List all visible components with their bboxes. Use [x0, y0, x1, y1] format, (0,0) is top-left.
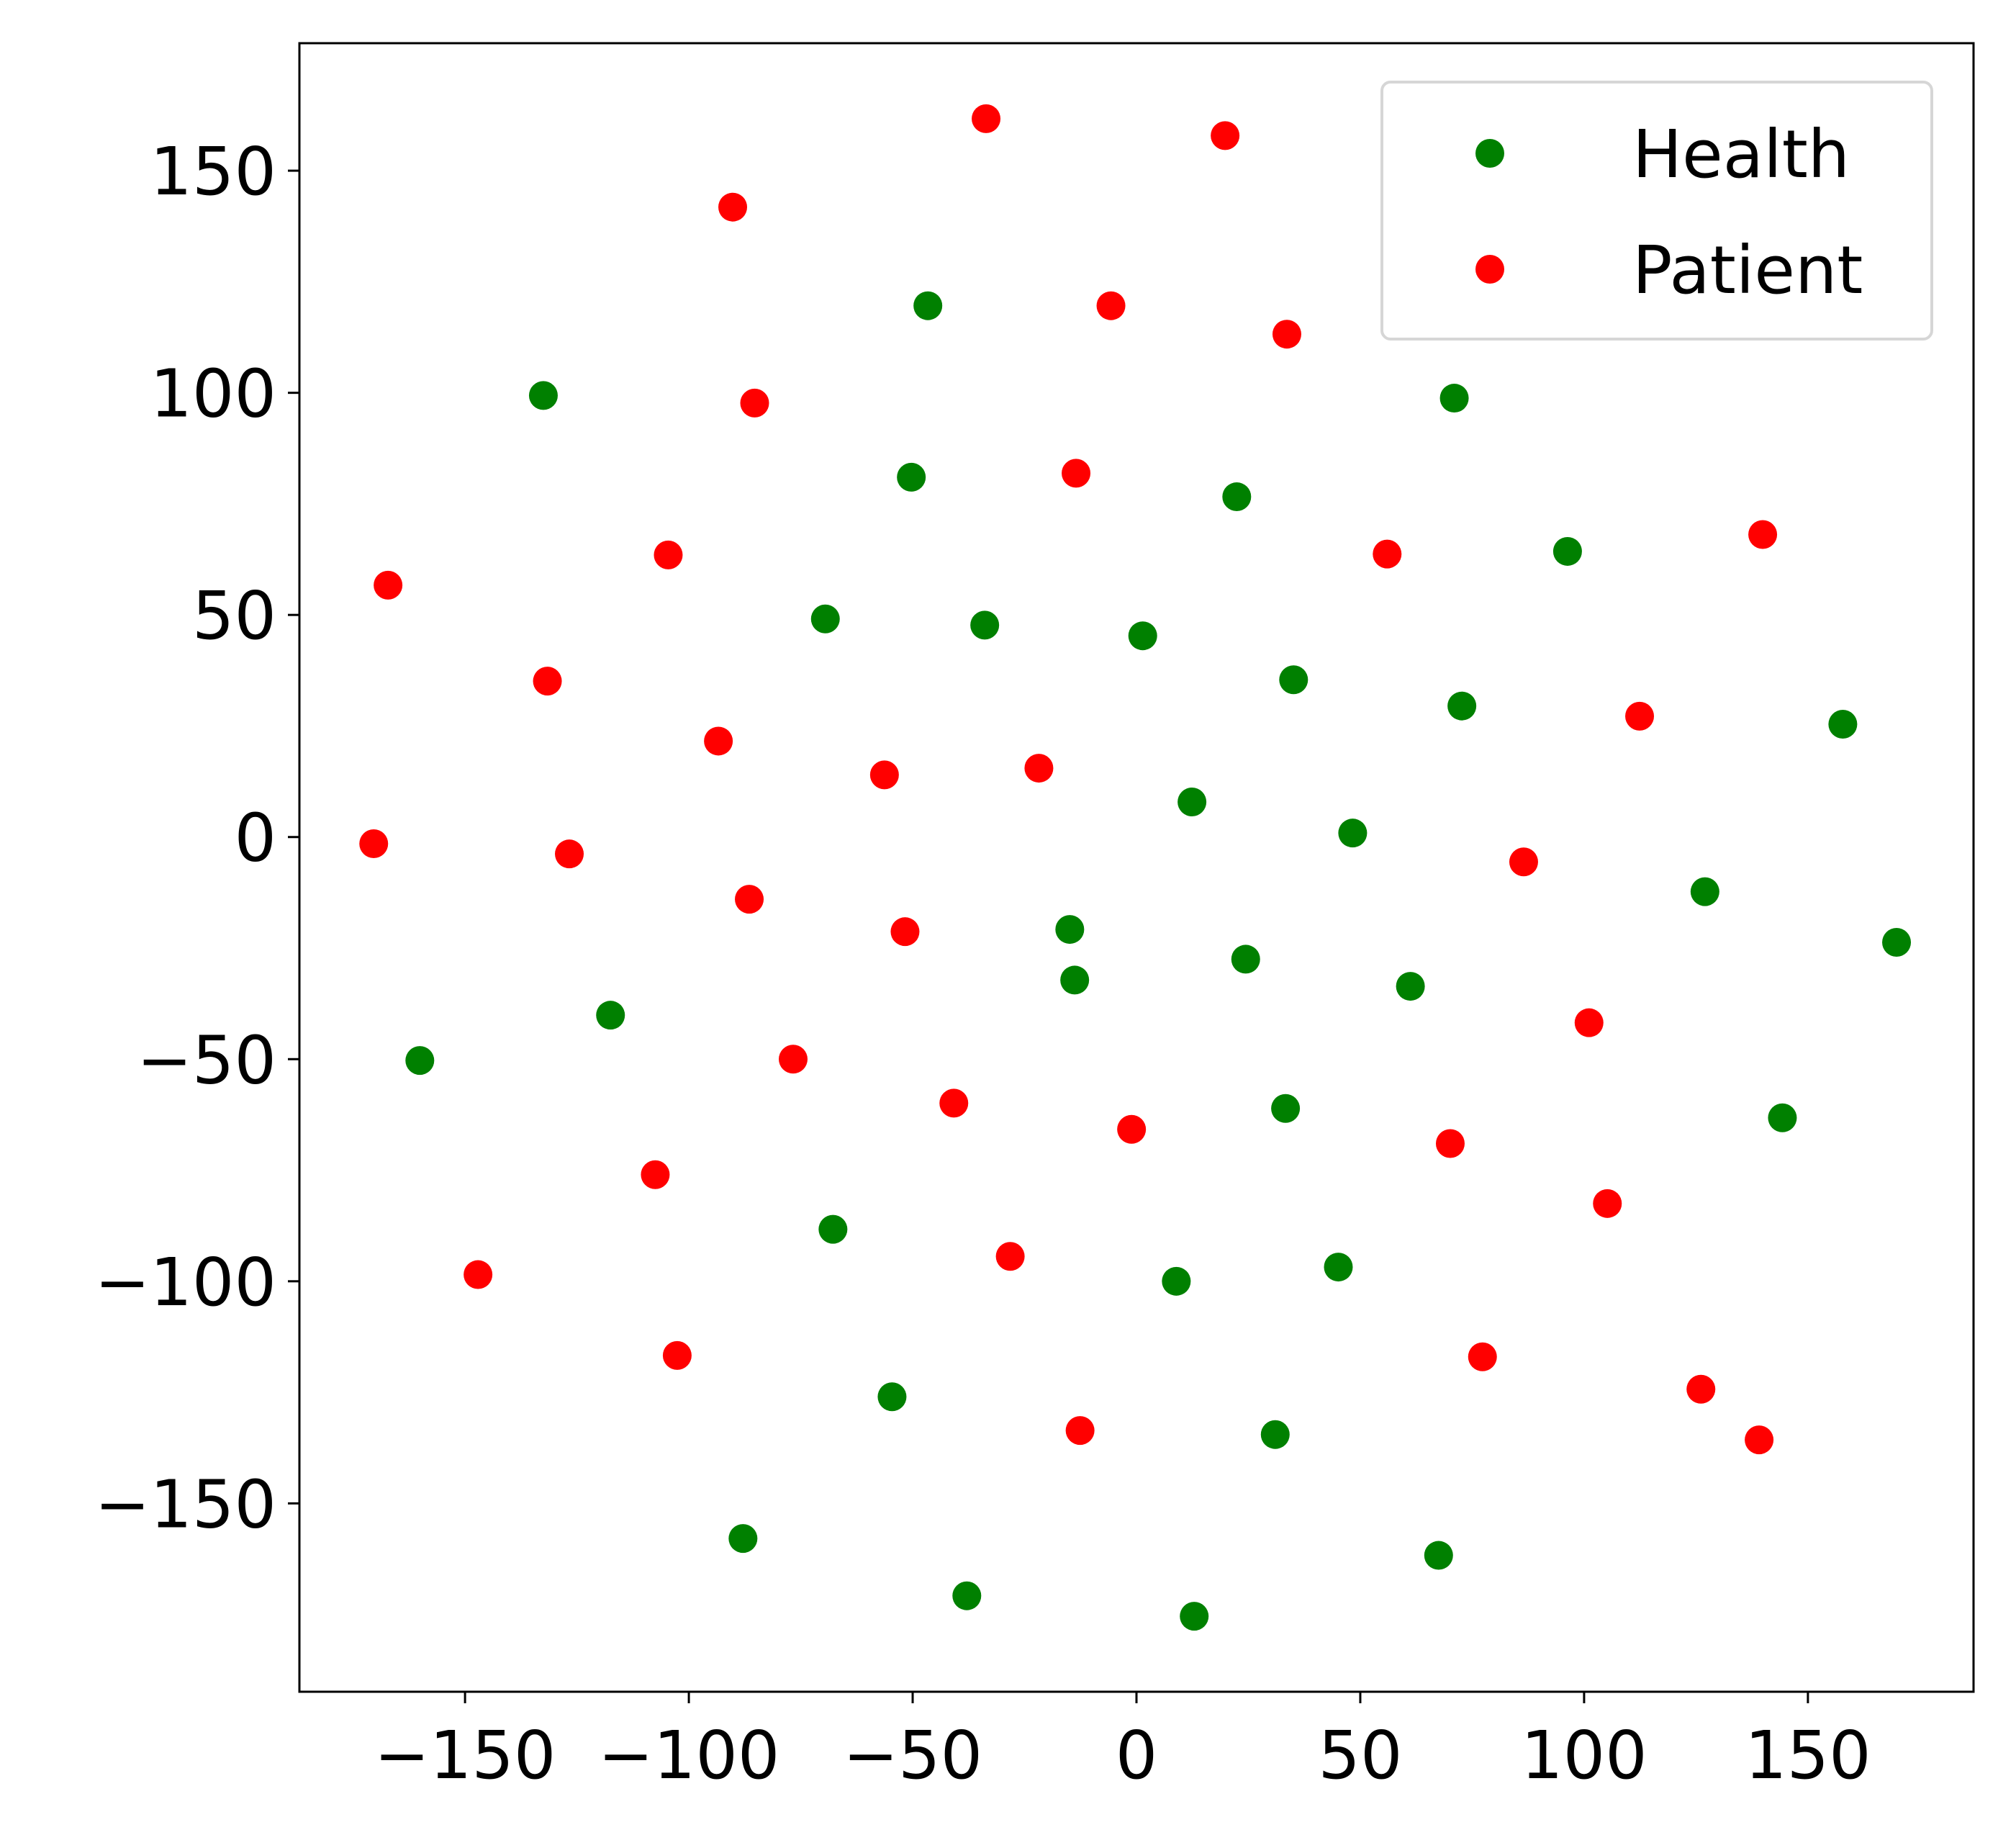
- point: [1373, 539, 1402, 569]
- point: [464, 1260, 493, 1289]
- point: [740, 388, 769, 418]
- legend-label: Patient: [1632, 232, 1863, 309]
- point: [810, 604, 840, 634]
- point: [1324, 1253, 1353, 1282]
- point: [1686, 1374, 1716, 1404]
- x-tick-label: −150: [374, 1717, 556, 1794]
- legend-marker: [1475, 255, 1504, 284]
- y-tick-label: −50: [137, 1022, 276, 1099]
- point: [1745, 1425, 1774, 1455]
- point: [1180, 1602, 1209, 1631]
- point: [1096, 291, 1126, 320]
- point: [1055, 915, 1085, 944]
- y-tick-label: 0: [234, 800, 276, 877]
- point: [1447, 691, 1477, 721]
- point: [718, 192, 748, 222]
- point: [1574, 1008, 1604, 1037]
- point: [1024, 754, 1054, 783]
- y-tick-label: 50: [192, 577, 276, 654]
- x-tick-label: 150: [1745, 1717, 1871, 1794]
- point: [374, 570, 403, 600]
- point: [1690, 877, 1719, 906]
- point: [1439, 384, 1469, 413]
- legend-label: Health: [1632, 116, 1850, 193]
- point: [1271, 1094, 1301, 1123]
- point: [972, 104, 1001, 133]
- point: [1625, 701, 1655, 731]
- point: [728, 1524, 758, 1554]
- legend-marker: [1475, 139, 1504, 168]
- point: [704, 726, 733, 756]
- y-tick-label: 100: [150, 356, 276, 433]
- point: [1272, 320, 1301, 349]
- point: [1060, 965, 1090, 995]
- y-tick-label: −100: [94, 1244, 276, 1321]
- point: [877, 1382, 907, 1412]
- x-tick-label: 50: [1318, 1717, 1402, 1794]
- point: [778, 1045, 808, 1074]
- point: [1338, 819, 1368, 848]
- point: [1748, 520, 1778, 549]
- point: [939, 1088, 969, 1118]
- point: [869, 760, 899, 790]
- point: [970, 610, 1000, 640]
- point: [1768, 1103, 1797, 1132]
- point: [1117, 1114, 1147, 1144]
- point: [596, 1001, 625, 1030]
- legend-box: [1380, 81, 1933, 341]
- point: [1065, 1416, 1095, 1446]
- x-tick-label: −100: [598, 1717, 780, 1794]
- point: [818, 1214, 848, 1244]
- point: [1509, 847, 1538, 877]
- point: [1162, 1266, 1191, 1296]
- point: [1882, 927, 1912, 957]
- point: [1435, 1129, 1465, 1158]
- point: [405, 1046, 435, 1076]
- point: [359, 829, 389, 858]
- point: [1424, 1541, 1453, 1570]
- point: [952, 1581, 982, 1610]
- point: [1396, 972, 1425, 1001]
- point: [1231, 944, 1260, 974]
- point: [528, 381, 558, 410]
- point: [533, 667, 562, 696]
- point: [1222, 482, 1252, 512]
- point: [1593, 1189, 1622, 1218]
- x-tick-label: 0: [1116, 1717, 1158, 1794]
- point: [890, 917, 920, 947]
- point: [654, 540, 683, 569]
- point: [555, 839, 584, 869]
- point: [641, 1160, 670, 1189]
- point: [1828, 709, 1858, 739]
- point: [1260, 1420, 1290, 1449]
- point: [1468, 1342, 1497, 1371]
- point: [1552, 536, 1582, 566]
- y-tick-label: −150: [94, 1466, 276, 1543]
- point: [1128, 621, 1157, 651]
- point: [1279, 665, 1308, 695]
- x-tick-label: 100: [1521, 1717, 1647, 1794]
- point: [662, 1340, 692, 1370]
- point: [897, 462, 926, 492]
- plot-frame: [298, 42, 1975, 1693]
- point: [1177, 787, 1207, 816]
- y-tick-label: 150: [150, 133, 276, 210]
- point: [1211, 121, 1240, 150]
- x-tick-label: −50: [843, 1717, 982, 1794]
- legend: Health Patient: [1380, 81, 1933, 341]
- point: [995, 1242, 1025, 1271]
- point: [735, 885, 764, 914]
- point: [913, 291, 943, 320]
- point: [1062, 459, 1091, 488]
